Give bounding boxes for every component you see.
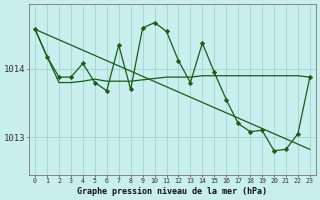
X-axis label: Graphe pression niveau de la mer (hPa): Graphe pression niveau de la mer (hPa) bbox=[77, 187, 268, 196]
